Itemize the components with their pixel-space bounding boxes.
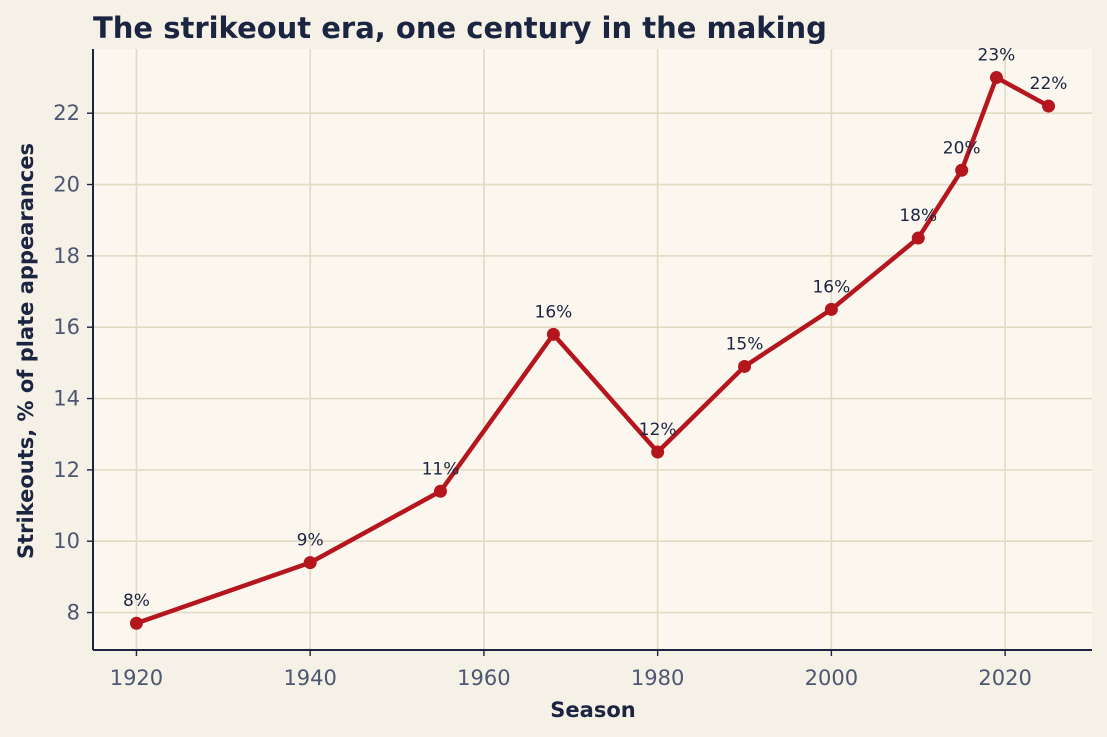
data-point [989, 71, 1003, 85]
y-tick-label: 22 [53, 101, 80, 125]
data-label: 8% [123, 591, 150, 611]
data-point [303, 556, 317, 570]
data-point [911, 231, 925, 245]
data-label: 22% [1030, 74, 1068, 94]
grid [93, 49, 1092, 650]
data-points [129, 71, 1056, 630]
data-label: 18% [899, 206, 937, 226]
y-tick-label: 14 [53, 387, 80, 411]
data-label: 16% [812, 277, 850, 297]
data-point [738, 359, 752, 373]
y-tick-label: 12 [53, 458, 80, 482]
plot-background [93, 49, 1092, 650]
ticks: 1920 1940 1960 1980 2000 2020 8 10 12 14 16 18 20 22 [53, 101, 1032, 690]
data-label: 11% [422, 459, 460, 479]
data-point [1042, 99, 1056, 113]
x-tick-label: 2020 [978, 666, 1031, 690]
chart-title: The strikeout era, one century in the ma… [93, 11, 827, 45]
x-tick-label: 1920 [110, 666, 163, 690]
data-label: 9% [297, 531, 324, 551]
data-point [955, 163, 969, 177]
data-labels: 8% 9% 11% 16% 12% 15% 16% 18% 20% 23% 22% [123, 46, 1068, 612]
data-point [651, 445, 665, 459]
y-tick-label: 10 [53, 529, 80, 553]
data-point [824, 302, 838, 316]
data-label: 15% [726, 334, 764, 354]
data-point [546, 327, 560, 341]
data-point [433, 484, 447, 498]
data-label: 16% [535, 302, 573, 322]
x-tick-label: 1960 [457, 666, 510, 690]
data-label: 12% [639, 420, 677, 440]
y-axis-label: Strikeouts, % of plate appearances [14, 143, 38, 559]
y-tick-label: 20 [53, 173, 80, 197]
x-tick-label: 1940 [283, 666, 336, 690]
data-label: 20% [943, 138, 981, 158]
y-tick-label: 18 [53, 244, 80, 268]
x-tick-label: 1980 [631, 666, 684, 690]
x-axis-label: Season [550, 698, 635, 722]
data-label: 23% [978, 46, 1016, 66]
y-tick-label: 16 [53, 315, 80, 339]
x-tick-label: 2000 [805, 666, 858, 690]
axes [92, 49, 1092, 651]
y-tick-label: 8 [67, 601, 80, 625]
data-point [129, 616, 143, 630]
